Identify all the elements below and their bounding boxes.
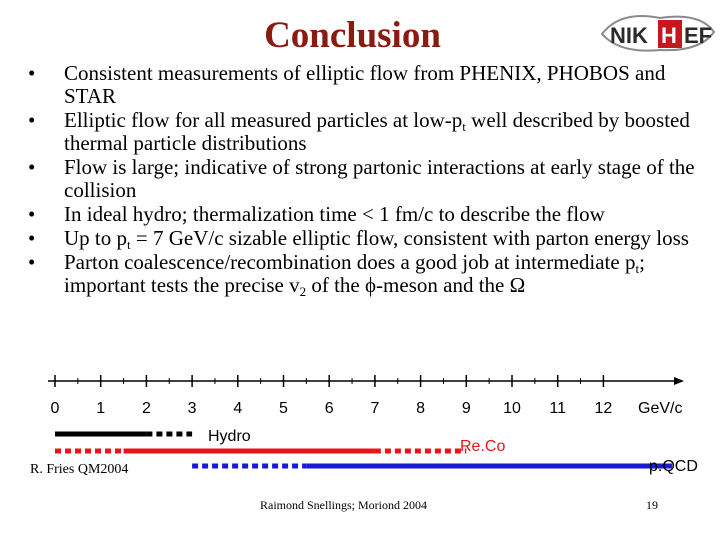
- axis-tick-label: 4: [233, 400, 243, 417]
- page-number: 19: [646, 498, 658, 512]
- axis-tick-label: 11: [549, 400, 566, 417]
- nikhef-logo: NIK H EF: [600, 15, 716, 52]
- reco-label: Re.Co: [460, 438, 506, 455]
- axis-tick-label: 9: [461, 400, 471, 417]
- axis-unit-label: GeV/c: [638, 400, 683, 417]
- axis-tick-label: 12: [594, 400, 613, 417]
- bullet-dot: •: [28, 155, 36, 179]
- axis-tick-label: 0: [50, 400, 60, 417]
- axis-tick-label: 6: [324, 400, 334, 417]
- svg-text:NIK: NIK: [610, 23, 648, 48]
- bullet-dot: •: [28, 250, 36, 274]
- pqcd-label: p.QCD: [649, 458, 698, 475]
- bullet-dot: •: [28, 61, 36, 85]
- bullet-dot: •: [28, 202, 36, 226]
- bullet-item: • Up to pt = 7 GeV/c sizable elliptic flo…: [28, 226, 689, 252]
- svg-text:EF: EF: [684, 23, 712, 48]
- bullet-dot: •: [28, 226, 36, 250]
- footer-author: Raimond Snellings; Moriond 2004: [260, 498, 428, 512]
- axis-tick-label: 3: [187, 400, 197, 417]
- bullet-item: • Parton coalescence/recombination does a…: [28, 250, 645, 299]
- reference-citation: R. Fries QM2004: [30, 462, 129, 477]
- bullet-item: • In ideal hydro; thermalization time < 1…: [28, 202, 605, 226]
- axis-tick-label: 2: [141, 400, 151, 417]
- conclusion-list: • Consistent measurements of elliptic flo…: [22, 61, 712, 299]
- axis-tick-label: 10: [503, 400, 521, 417]
- hydro-label: Hydro: [208, 428, 251, 445]
- bullet-item: • Elliptic flow for all measured particle…: [28, 108, 690, 155]
- axis-tick-label: 1: [96, 400, 106, 417]
- bullet-item: • Flow is large; indicative of strong par…: [28, 155, 695, 202]
- axis-tick-label: 7: [370, 400, 380, 417]
- axis-tick-label: 8: [416, 400, 426, 417]
- axis-arrowhead: [674, 377, 684, 385]
- bullet-dot: •: [28, 108, 36, 132]
- svg-text:H: H: [661, 23, 677, 48]
- bullet-item: • Consistent measurements of elliptic flo…: [28, 61, 666, 108]
- slide-title: Conclusion: [264, 15, 441, 56]
- axis-tick-label: 5: [279, 400, 288, 417]
